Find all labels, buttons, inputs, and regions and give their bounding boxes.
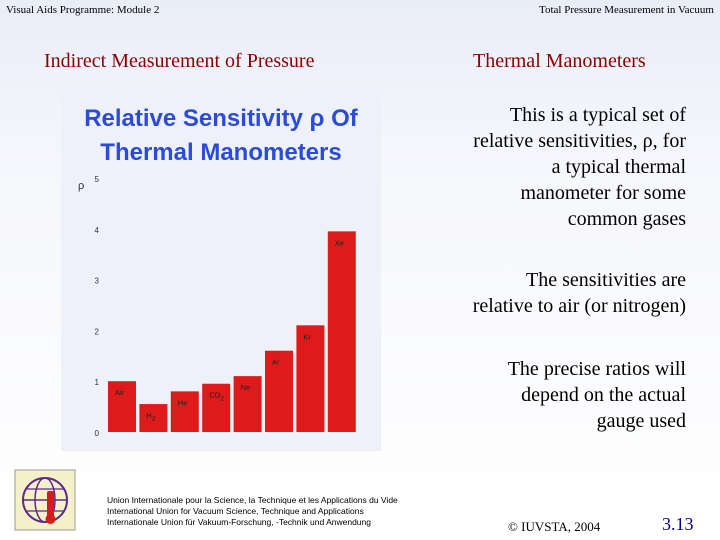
y-tick-label: 2: [95, 327, 100, 336]
bar-label: Air: [115, 388, 125, 397]
text-line: This is a typical set of: [509, 104, 686, 126]
bar-label: He: [178, 398, 188, 407]
bar-ne: [233, 376, 262, 432]
bar-label: Kr: [303, 332, 311, 341]
page-number: 3.13: [662, 514, 694, 534]
iuvsta-logo: [14, 469, 76, 531]
y-tick-label: 3: [95, 277, 100, 286]
org-name-french: Union Internationale pour la Science, la…: [107, 495, 398, 505]
sensitivity-chart: Relative Sensitivity ρ Of Thermal Manome…: [61, 91, 381, 451]
bar-air: [108, 381, 136, 432]
text-line: manometer for some: [520, 182, 687, 204]
y-tick-label: 0: [95, 429, 100, 438]
bar-ar: [265, 350, 293, 432]
section-title: Indirect Measurement of Pressure: [44, 50, 315, 72]
description-paragraph-3: The precise ratios will depend on the ac…: [508, 356, 686, 434]
organization-names: Union Internationale pour la Science, la…: [107, 495, 398, 528]
bar-label-subscript: 2: [220, 397, 224, 403]
chart-title-line-1: Relative Sensitivity ρ Of: [84, 105, 358, 132]
bar-label: Xe: [335, 238, 344, 247]
bar-kr: [296, 325, 325, 432]
y-tick-label: 5: [95, 175, 100, 184]
description-paragraph-1: This is a typical set of relative sensit…: [473, 102, 686, 232]
text-line: common gases: [567, 208, 686, 230]
org-name-english: International Union for Vacuum Science, …: [107, 506, 364, 516]
text-line: a typical thermal: [551, 156, 686, 178]
text-line: depend on the actual: [521, 384, 686, 406]
copyright: © IUVSTA, 2004: [508, 519, 601, 534]
slide-title: Thermal Manometers: [473, 50, 646, 72]
y-tick-label: 4: [95, 226, 100, 235]
bar-co: [202, 383, 231, 432]
bar-label: Ne: [241, 383, 251, 392]
chart-title-line-2: Thermal Manometers: [100, 139, 342, 166]
bar-label: Ar: [272, 358, 280, 367]
text-line: relative to air (or nitrogen): [472, 295, 686, 317]
bar-h: [139, 404, 168, 432]
text-line: The sensitivities are: [526, 269, 686, 291]
module-label: Visual Aids Programme: Module 2: [6, 4, 160, 16]
description-paragraph-2: The sensitivities are relative to air (o…: [473, 267, 686, 319]
bar-label: H2: [146, 411, 155, 423]
bar-he: [170, 391, 199, 432]
y-axis-label: ρ: [78, 180, 84, 192]
text-line: gauge used: [596, 410, 686, 432]
course-label: Total Pressure Measurement in Vacuum: [539, 4, 714, 16]
text-line: The precise ratios will: [507, 358, 686, 380]
bar-xe: [327, 231, 356, 432]
bar-label-subscript: 2: [152, 417, 156, 423]
org-name-german: Internationale Union für Vakuum-Forschun…: [107, 517, 371, 527]
y-tick-label: 1: [95, 378, 100, 387]
text-line: relative sensitivities, ρ, for: [473, 130, 686, 152]
